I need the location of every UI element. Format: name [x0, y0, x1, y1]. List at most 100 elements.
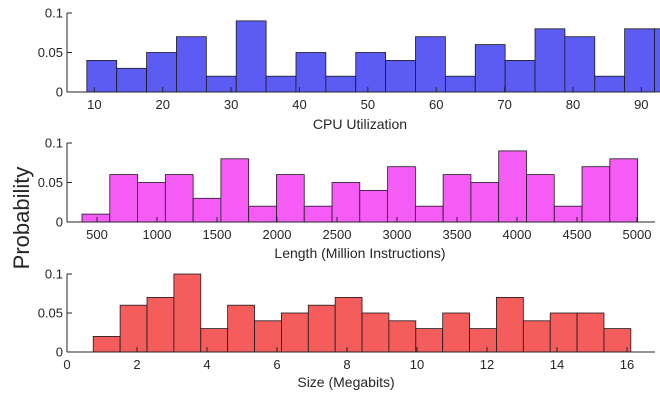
histogram-bar: [325, 75, 357, 93]
x-tick-label: 2: [133, 357, 140, 372]
x-tick-label: 6: [273, 357, 280, 372]
histogram-bar: [81, 213, 111, 223]
histogram-bar: [331, 182, 361, 223]
y-tick-label: 0: [56, 85, 63, 100]
histogram-bar: [415, 328, 444, 353]
x-tick-label: 10: [410, 357, 424, 372]
y-tick-label: 0.05: [38, 45, 63, 60]
histogram-bar: [388, 320, 417, 353]
x-tick-label: 14: [550, 357, 564, 372]
y-tick-label: 0.05: [38, 175, 63, 190]
x-tick-label: 3000: [383, 227, 412, 242]
histogram-bar: [355, 52, 387, 93]
histogram-bar: [303, 205, 333, 223]
histogram-bar: [654, 28, 660, 93]
histogram-bar: [581, 166, 611, 223]
x-tick-label: 12: [480, 357, 494, 372]
histogram-bar: [146, 296, 175, 353]
histogram-bar: [295, 52, 327, 93]
histogram-bar: [220, 158, 250, 223]
histogram-bar: [359, 189, 388, 223]
x-tick-label: 8: [343, 357, 350, 372]
histogram-bar: [227, 304, 255, 353]
x-axis-label: Size (Megabits): [297, 374, 394, 390]
histogram-bar: [248, 205, 277, 223]
histogram-bar: [385, 60, 416, 93]
histogram-bar: [415, 36, 446, 93]
x-tick-label: 1500: [203, 227, 232, 242]
histogram-bar: [116, 67, 147, 93]
x-tick-label: 70: [497, 97, 511, 112]
histogram-bar: [361, 312, 390, 353]
x-tick-label: 2000: [263, 227, 292, 242]
x-tick-label: 2500: [323, 227, 352, 242]
histogram-bar: [442, 174, 472, 223]
histogram-bar: [576, 312, 605, 353]
histogram-bar: [92, 335, 121, 353]
histogram-bar: [334, 296, 363, 353]
histogram-bar: [119, 304, 148, 353]
y-tick-label: 0: [56, 215, 63, 230]
x-tick-label: 30: [224, 97, 238, 112]
x-tick-label: 5000: [623, 227, 652, 242]
cpu-utilization-panel: CPU Utilization 10 20 30 40 50 60 70 80 90 0 0.05 0…: [38, 6, 660, 132]
x-tick-label: 500: [86, 227, 108, 242]
y-tick-label: 0: [56, 345, 63, 360]
histogram-bar: [469, 328, 497, 353]
histogram-bar: [176, 36, 207, 93]
histogram-bar: [200, 328, 229, 353]
histogram-bar: [609, 158, 639, 223]
size-panel: Size (Megabits) 0 2 4 6 8 10 12 14 16 0 0.05 0.1: [38, 267, 655, 390]
x-tick-label: 20: [155, 97, 169, 112]
histogram-bar: [205, 75, 237, 93]
histogram-bar: [474, 44, 506, 93]
histogram-bar: [235, 20, 267, 93]
histogram-bar: [137, 182, 166, 223]
y-tick-label: 0.1: [45, 136, 63, 151]
histogram-bar: [307, 304, 336, 353]
histogram-bar: [86, 60, 118, 93]
x-axis-label: Length (Million Instructions): [274, 245, 445, 261]
x-axis-label: CPU Utilization: [313, 116, 407, 132]
y-tick-label: 0.1: [45, 267, 63, 282]
histogram-bar: [164, 174, 194, 223]
histogram-bar: [265, 75, 297, 93]
histogram-bar: [109, 174, 138, 223]
shared-y-axis-label: Probability: [9, 167, 34, 270]
histogram-bar: [442, 312, 470, 353]
histogram-bar: [387, 166, 416, 223]
x-tick-label: 0: [63, 357, 70, 372]
histogram-bar: [624, 28, 655, 93]
histogram-bar: [146, 52, 177, 93]
x-tick-label: 1000: [143, 227, 172, 242]
x-tick-label: 10: [87, 97, 101, 112]
histogram-bar: [498, 150, 527, 223]
histogram-bar: [549, 312, 578, 353]
x-tick-label: 4: [203, 357, 210, 372]
histogram-bar: [522, 320, 551, 353]
histogram-bar: [496, 296, 524, 353]
x-tick-label: 4000: [503, 227, 532, 242]
histogram-bar: [553, 205, 583, 223]
histogram-bar: [526, 174, 555, 223]
histogram-bar: [281, 312, 309, 353]
x-tick-label: 4500: [563, 227, 592, 242]
histogram-bar: [504, 60, 536, 93]
x-tick-label: 90: [634, 97, 648, 112]
histogram-bar: [564, 36, 596, 93]
y-tick-label: 0.1: [45, 6, 63, 21]
histogram-bar: [470, 182, 500, 223]
x-tick-label: 3500: [443, 227, 472, 242]
histogram-bar: [276, 174, 305, 223]
histogram-bar: [414, 205, 444, 223]
histogram-bar: [173, 273, 202, 353]
histogram-bar: [254, 320, 282, 353]
x-tick-label: 80: [566, 97, 580, 112]
x-tick-label: 60: [429, 97, 443, 112]
x-tick-label: 40: [292, 97, 306, 112]
y-tick-label: 0.05: [38, 306, 63, 321]
x-tick-label: 16: [620, 357, 634, 372]
length-panel: Length (Million Instructions) 500 1000 150…: [38, 136, 655, 261]
x-tick-label: 50: [361, 97, 375, 112]
